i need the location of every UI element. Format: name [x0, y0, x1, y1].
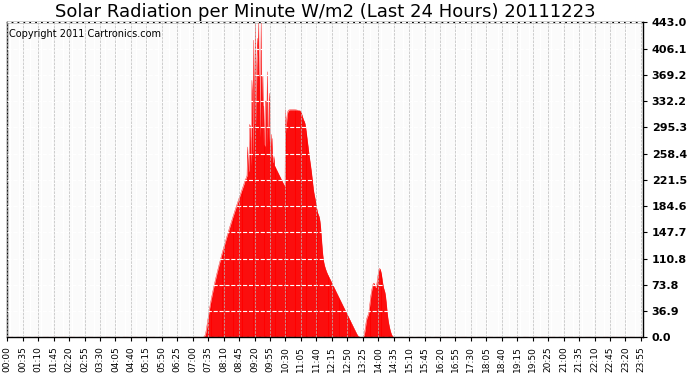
Title: Solar Radiation per Minute W/m2 (Last 24 Hours) 20111223: Solar Radiation per Minute W/m2 (Last 24…: [55, 3, 595, 21]
Text: Copyright 2011 Cartronics.com: Copyright 2011 Cartronics.com: [8, 28, 161, 39]
